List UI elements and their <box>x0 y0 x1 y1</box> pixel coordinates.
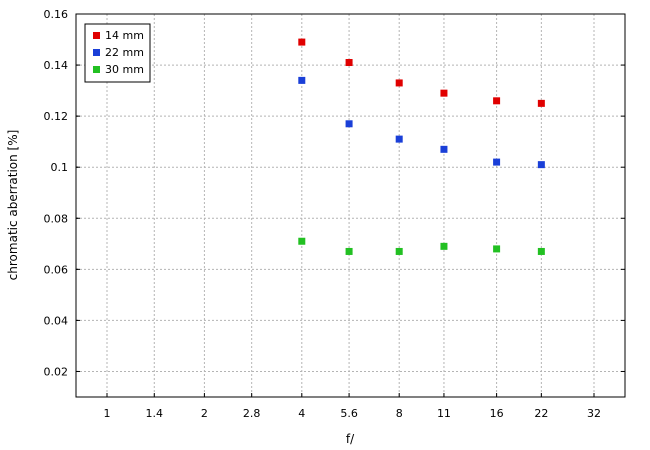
data-point-series-2 <box>345 247 353 255</box>
x-tick-label: 2 <box>201 407 208 420</box>
y-tick-label: 0.06 <box>44 263 69 276</box>
data-points <box>298 38 545 255</box>
legend-swatch <box>93 32 100 39</box>
x-tick-labels: 1 1.4 2 2.8 4 5.6 8 11 16 22 32 <box>104 407 602 420</box>
x-tick-label: 4 <box>298 407 305 420</box>
data-point-series-2 <box>395 247 403 255</box>
y-tick-label: 0.02 <box>44 365 69 378</box>
data-point-series-1 <box>395 135 403 143</box>
data-point-series-2 <box>493 245 501 253</box>
y-tick-label: 0.12 <box>44 110 69 123</box>
x-tick-label: 1.4 <box>146 407 164 420</box>
plot-frame <box>75 13 626 398</box>
data-point-series-0 <box>395 79 403 87</box>
x-tick-label: 22 <box>534 407 548 420</box>
data-point-series-1 <box>440 145 448 153</box>
data-point-series-1 <box>537 161 545 169</box>
x-tick-label: 16 <box>490 407 504 420</box>
data-point-series-2 <box>440 242 448 250</box>
legend: 14 mm 22 mm 30 mm <box>84 23 151 83</box>
x-tick-label: 11 <box>437 407 451 420</box>
data-point-series-1 <box>298 76 306 84</box>
y-tick-labels: 0.02 0.04 0.06 0.08 0.1 0.12 0.14 0.16 <box>44 8 69 378</box>
x-axis-label: f/ <box>346 432 355 446</box>
legend-label: 14 mm <box>105 29 144 42</box>
data-point-series-0 <box>345 59 353 67</box>
data-point-series-0 <box>493 97 501 105</box>
data-point-series-2 <box>298 237 306 245</box>
y-tick-label: 0.16 <box>44 8 69 21</box>
data-point-series-0 <box>440 89 448 97</box>
x-tick-label: 1 <box>104 407 111 420</box>
y-tick-label: 0.1 <box>51 161 69 174</box>
legend-swatch <box>93 66 100 73</box>
x-tick-label: 5.6 <box>340 407 358 420</box>
legend-label: 22 mm <box>105 46 144 59</box>
y-axis-label: chromatic aberration [%] <box>6 130 20 281</box>
y-tick-label: 0.04 <box>44 314 69 327</box>
y-tick-label: 0.14 <box>44 59 69 72</box>
data-point-series-2 <box>537 247 545 255</box>
legend-swatch <box>93 49 100 56</box>
x-tick-label: 8 <box>396 407 403 420</box>
y-tick-label: 0.08 <box>44 212 69 225</box>
data-point-series-0 <box>298 38 306 46</box>
data-point-series-1 <box>345 120 353 128</box>
data-point-series-0 <box>537 99 545 107</box>
legend-label: 30 mm <box>105 63 144 76</box>
x-tick-label: 32 <box>587 407 601 420</box>
data-point-series-1 <box>493 158 501 166</box>
x-tick-label: 2.8 <box>243 407 261 420</box>
